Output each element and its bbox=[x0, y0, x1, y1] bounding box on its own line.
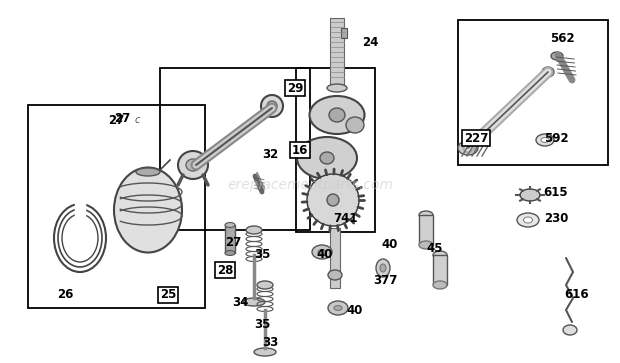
Ellipse shape bbox=[551, 52, 563, 60]
Bar bbox=[419, 215, 433, 245]
Ellipse shape bbox=[419, 241, 433, 249]
Text: 28: 28 bbox=[217, 264, 233, 277]
Ellipse shape bbox=[318, 249, 326, 254]
Ellipse shape bbox=[267, 101, 277, 111]
Text: 27: 27 bbox=[225, 236, 241, 249]
Text: 27: 27 bbox=[114, 113, 130, 126]
Ellipse shape bbox=[563, 325, 577, 335]
Text: 32: 32 bbox=[262, 148, 278, 162]
Ellipse shape bbox=[261, 95, 283, 117]
Ellipse shape bbox=[328, 270, 342, 280]
Text: 377: 377 bbox=[373, 273, 397, 286]
Ellipse shape bbox=[433, 251, 447, 259]
Bar bbox=[458, 20, 608, 165]
Ellipse shape bbox=[309, 96, 365, 134]
Bar bbox=[330, 228, 340, 288]
Bar bbox=[433, 255, 447, 285]
Ellipse shape bbox=[225, 223, 235, 228]
Bar bbox=[296, 68, 375, 232]
Ellipse shape bbox=[329, 108, 345, 122]
Ellipse shape bbox=[320, 152, 334, 164]
Text: 29: 29 bbox=[287, 82, 303, 94]
Bar bbox=[28, 105, 205, 308]
Ellipse shape bbox=[328, 301, 348, 315]
Ellipse shape bbox=[433, 281, 447, 289]
Text: 592: 592 bbox=[544, 131, 569, 144]
Text: 40: 40 bbox=[382, 238, 398, 252]
Text: 562: 562 bbox=[550, 32, 574, 45]
Ellipse shape bbox=[254, 348, 276, 356]
Text: c: c bbox=[135, 115, 140, 125]
Text: 35: 35 bbox=[254, 249, 270, 261]
Bar bbox=[160, 68, 310, 230]
Text: 227: 227 bbox=[464, 131, 488, 144]
Ellipse shape bbox=[536, 134, 554, 146]
Ellipse shape bbox=[346, 117, 364, 133]
Ellipse shape bbox=[517, 213, 539, 227]
Text: 25: 25 bbox=[160, 289, 176, 302]
Ellipse shape bbox=[542, 67, 554, 77]
Bar bbox=[330, 18, 344, 86]
Ellipse shape bbox=[186, 159, 200, 171]
Ellipse shape bbox=[541, 138, 549, 143]
Ellipse shape bbox=[225, 250, 235, 256]
Bar bbox=[225, 225, 235, 253]
Ellipse shape bbox=[520, 189, 540, 201]
Text: 34: 34 bbox=[232, 295, 248, 309]
Text: 230: 230 bbox=[544, 212, 568, 224]
Ellipse shape bbox=[246, 226, 262, 234]
Ellipse shape bbox=[243, 298, 265, 306]
Text: 27: 27 bbox=[108, 114, 124, 126]
Bar bbox=[341, 28, 347, 38]
Ellipse shape bbox=[297, 137, 357, 179]
Ellipse shape bbox=[380, 264, 386, 272]
Ellipse shape bbox=[523, 217, 533, 223]
Text: ereplacementparts.com: ereplacementparts.com bbox=[227, 178, 393, 192]
Text: 40: 40 bbox=[317, 249, 333, 261]
Ellipse shape bbox=[334, 306, 342, 310]
Ellipse shape bbox=[376, 259, 390, 277]
Ellipse shape bbox=[327, 84, 347, 92]
Text: 24: 24 bbox=[362, 36, 378, 49]
Ellipse shape bbox=[114, 167, 182, 253]
Ellipse shape bbox=[312, 245, 332, 259]
Text: 40: 40 bbox=[347, 303, 363, 317]
Ellipse shape bbox=[307, 174, 359, 226]
Text: 26: 26 bbox=[57, 289, 73, 302]
Text: 45: 45 bbox=[427, 241, 443, 254]
Ellipse shape bbox=[136, 168, 160, 176]
Ellipse shape bbox=[257, 281, 273, 289]
Text: 35: 35 bbox=[254, 318, 270, 331]
Ellipse shape bbox=[419, 211, 433, 219]
Text: 16: 16 bbox=[292, 143, 308, 156]
Text: 615: 615 bbox=[544, 185, 569, 199]
Text: 741: 741 bbox=[333, 212, 357, 224]
Ellipse shape bbox=[458, 141, 478, 155]
Ellipse shape bbox=[178, 151, 208, 179]
Text: 616: 616 bbox=[565, 289, 590, 302]
Text: 33: 33 bbox=[262, 337, 278, 350]
Ellipse shape bbox=[327, 194, 339, 206]
